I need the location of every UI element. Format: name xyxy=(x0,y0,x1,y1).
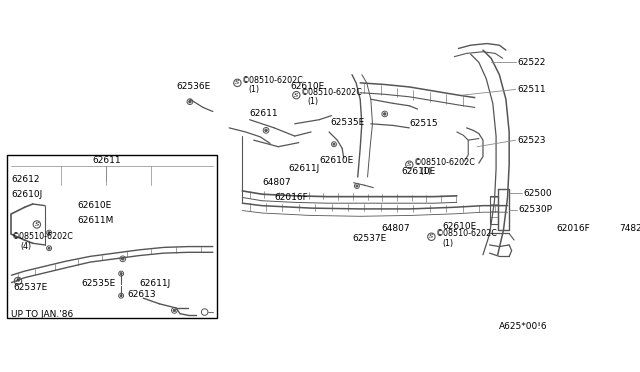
Text: S: S xyxy=(16,279,20,283)
Text: 62535E: 62535E xyxy=(330,118,364,126)
Text: 64807: 64807 xyxy=(381,224,410,233)
Circle shape xyxy=(356,185,358,187)
Text: 62016F: 62016F xyxy=(274,193,308,202)
Text: 62523: 62523 xyxy=(517,136,546,145)
Text: 62515: 62515 xyxy=(410,119,438,128)
Text: ©08510-6202C: ©08510-6202C xyxy=(414,158,476,167)
Text: 74824: 74824 xyxy=(619,224,640,233)
Text: 62530P: 62530P xyxy=(518,205,552,214)
Text: 64807: 64807 xyxy=(262,178,291,187)
Text: 62500: 62500 xyxy=(523,189,552,198)
Text: 62611J: 62611J xyxy=(139,279,170,288)
Text: 62610E: 62610E xyxy=(319,156,353,165)
Text: S: S xyxy=(236,80,239,85)
Text: S: S xyxy=(407,162,412,167)
Text: 62612: 62612 xyxy=(12,175,40,184)
Text: 62537E: 62537E xyxy=(352,234,387,243)
Text: 62016F: 62016F xyxy=(557,224,590,233)
Text: ©08510-6202C: ©08510-6202C xyxy=(243,76,304,85)
Text: 62610E: 62610E xyxy=(442,222,476,231)
Text: UP TO JAN.'86: UP TO JAN.'86 xyxy=(12,310,74,319)
Text: S: S xyxy=(429,234,433,239)
Text: 62535E: 62535E xyxy=(82,279,116,288)
Text: 62611M: 62611M xyxy=(78,216,114,225)
Text: 62610J: 62610J xyxy=(12,190,43,199)
Text: 62610E: 62610E xyxy=(78,201,112,210)
Text: 62511: 62511 xyxy=(517,85,546,94)
Text: 62611J: 62611J xyxy=(288,164,319,173)
Circle shape xyxy=(120,273,122,275)
Text: 62611: 62611 xyxy=(92,156,121,165)
Circle shape xyxy=(48,247,50,249)
Text: (1): (1) xyxy=(443,239,454,248)
Circle shape xyxy=(173,309,175,312)
Circle shape xyxy=(383,113,386,115)
Circle shape xyxy=(122,258,124,260)
Text: 62522: 62522 xyxy=(517,58,546,67)
Circle shape xyxy=(48,232,50,234)
Text: 62536E: 62536E xyxy=(176,83,211,92)
Bar xyxy=(6,155,217,318)
Text: (4): (4) xyxy=(20,242,31,251)
Text: S: S xyxy=(294,93,298,97)
Text: 62610E: 62610E xyxy=(291,83,325,92)
Text: 62611: 62611 xyxy=(250,109,278,118)
Circle shape xyxy=(333,143,335,145)
Text: (1): (1) xyxy=(249,85,260,94)
Text: 62537E: 62537E xyxy=(13,283,47,292)
Circle shape xyxy=(189,100,191,103)
Circle shape xyxy=(120,295,122,297)
Text: S: S xyxy=(35,222,39,227)
Text: (1): (1) xyxy=(308,97,319,106)
Text: A625*00!6: A625*00!6 xyxy=(499,322,548,331)
Text: ©08510-6202C: ©08510-6202C xyxy=(436,229,498,238)
Text: ©08510-6202C: ©08510-6202C xyxy=(301,88,363,97)
Text: 62613: 62613 xyxy=(127,289,156,299)
Text: 62610E: 62610E xyxy=(401,167,435,176)
Text: (1): (1) xyxy=(420,167,432,176)
Circle shape xyxy=(265,129,268,132)
Text: ©08510-6202C: ©08510-6202C xyxy=(12,232,74,241)
